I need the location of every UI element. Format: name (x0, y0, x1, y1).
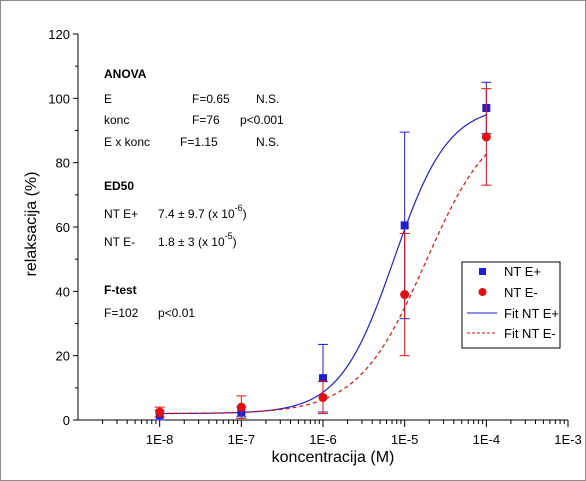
anova-row-e-p: N.S. (256, 92, 279, 106)
y-tick-label: 40 (56, 284, 70, 299)
ftest-p: p<0.01 (158, 306, 195, 320)
data-point-nte-minus (400, 290, 410, 300)
legend-box (461, 261, 561, 349)
y-tick-label: 80 (56, 156, 70, 171)
legend-label-fit-minus: Fit NT E- (504, 326, 556, 341)
x-axis-label: koncentracija (M) (272, 449, 395, 466)
data-points (154, 81, 492, 421)
ed50-title: ED50 (104, 179, 134, 193)
y-tick-label: 100 (48, 91, 70, 106)
anova-row-exkonc-p: N.S. (256, 135, 279, 149)
ed50-nte-minus-base: 1.8 ± 3 (x 10 (158, 235, 225, 249)
legend-label-nte-minus: NT E- (504, 285, 538, 300)
ed50-nte-minus-value: 1.8 ± 3 (x 10-5) (158, 231, 237, 249)
legend-marker-nte-plus (479, 268, 486, 275)
x-tick-label: 1E-7 (228, 432, 255, 447)
anova-row-konc-f: F=76 (192, 113, 220, 127)
ed50-nte-minus-label: NT E- (104, 235, 135, 249)
legend: NT E+ NT E- Fit NT E+ Fit NT E- (461, 261, 561, 349)
anova-row-konc-label: konc (104, 113, 129, 127)
anova-row-exkonc-label: E x konc (104, 135, 150, 149)
ftest-title: F-test (104, 283, 137, 297)
data-point-nte-minus (155, 407, 165, 417)
y-tick-label: 60 (56, 220, 70, 235)
ed50-nte-plus-value: 7.4 ± 9.7 (x 10-6) (158, 203, 247, 221)
y-axis-label: relaksacija (%) (23, 172, 40, 277)
x-tick-label: 1E-8 (146, 432, 173, 447)
y-tick-label: 20 (56, 349, 70, 364)
anova-row-e-label: E (104, 92, 112, 106)
x-tick-label: 1E-6 (309, 432, 336, 447)
data-point-nte-plus (400, 221, 409, 230)
data-point-nte-minus (481, 132, 491, 142)
ed50-nte-plus-exp: -6 (235, 203, 243, 213)
data-point-nte-plus (319, 374, 327, 383)
ftest-f: F=102 (104, 306, 139, 320)
x-tick-label: 1E-3 (554, 432, 581, 447)
ed50-nte-minus-exp: -5 (225, 231, 233, 241)
legend-label-fit-plus: Fit NT E+ (504, 306, 559, 321)
ed50-nte-plus-close: ) (243, 207, 247, 221)
x-tick-label: 1E-5 (391, 432, 418, 447)
x-tick-label: 1E-4 (473, 432, 500, 447)
ed50-nte-plus-base: 7.4 ± 9.7 (x 10 (158, 207, 235, 221)
anova-row-e-f: F=0.65 (192, 92, 230, 106)
anova-row-exkonc-f: F=1.15 (180, 135, 218, 149)
data-point-nte-minus (236, 402, 246, 412)
ed50-nte-plus-label: NT E+ (104, 207, 138, 221)
legend-marker-nte-minus (478, 288, 487, 296)
anova-row-konc-p: p<0.001 (240, 113, 284, 127)
anova-title: ANOVA (104, 67, 147, 81)
legend-label-nte-plus: NT E+ (504, 264, 541, 279)
data-point-nte-minus (318, 392, 328, 402)
y-tick-label: 120 (48, 27, 70, 42)
ed50-nte-minus-close: ) (233, 235, 237, 249)
y-tick-label: 0 (63, 413, 70, 428)
